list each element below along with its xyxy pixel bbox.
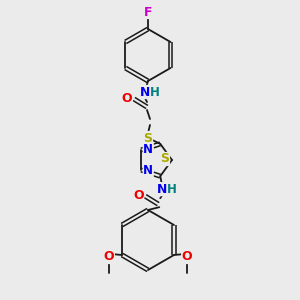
- Text: N: N: [143, 164, 153, 178]
- Text: O: O: [104, 250, 114, 263]
- Text: N: N: [157, 183, 167, 196]
- Text: O: O: [133, 189, 144, 202]
- Text: O: O: [182, 250, 192, 263]
- Text: H: H: [167, 183, 177, 196]
- Text: N: N: [143, 142, 153, 155]
- Text: S: S: [160, 152, 169, 166]
- Text: S: S: [143, 131, 152, 145]
- Text: N: N: [140, 85, 150, 98]
- Text: H: H: [150, 85, 160, 98]
- Text: F: F: [144, 5, 152, 19]
- Text: O: O: [122, 92, 132, 104]
